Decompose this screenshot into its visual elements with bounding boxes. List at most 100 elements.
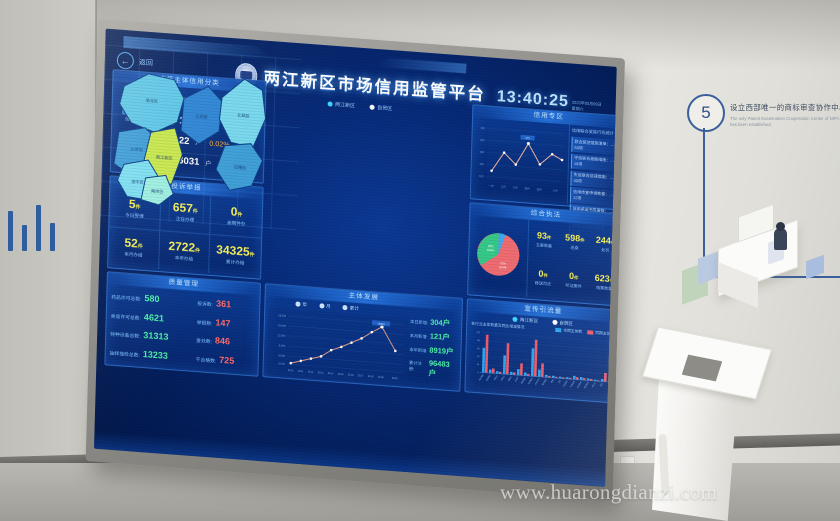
svg-text:六月: 六月 xyxy=(553,188,559,192)
map-region-yubei[interactable] xyxy=(119,72,185,135)
credit-zone-list-item[interactable]: 失信联合惩戒措施：… 49项 xyxy=(570,170,617,190)
dev-stat: 本年新增: 8919户 xyxy=(409,345,454,357)
infographic-number: 5 xyxy=(687,94,725,132)
svg-text:2020: 2020 xyxy=(392,377,398,380)
execution-cell[interactable]: 598件 巡查 xyxy=(565,232,585,251)
execution-cell[interactable]: 623件 结案数量 xyxy=(594,272,615,292)
quality-left-column: 药品许可总数: 580 食品许可总数: 4621 特种设备总数: 31313 抽样抽检… xyxy=(109,287,197,367)
svg-text:金融业: 金融业 xyxy=(506,375,512,382)
legend-total[interactable]: 累计 xyxy=(342,305,359,312)
header-deco-right xyxy=(376,57,466,74)
svg-text:已办结: 已办结 xyxy=(499,265,507,270)
legend-year[interactable]: 年 xyxy=(295,301,307,308)
complaint-cell[interactable]: 52件 本月办结 xyxy=(108,226,160,270)
map-region-banan[interactable] xyxy=(215,141,263,192)
svg-text:2017: 2017 xyxy=(358,374,364,377)
svg-text:房地产: 房地产 xyxy=(513,375,519,382)
industry-bar-chart: 100 80 60 40 20 0 xyxy=(476,332,614,390)
svg-text:四月: 四月 xyxy=(525,186,531,190)
quality-right-column: 投诉数: 361 举报数: 147 查处数: 846 不合格数: 725 xyxy=(195,293,255,371)
svg-text:2019: 2019 xyxy=(378,376,384,379)
watermark: www.huarongdianzi.com xyxy=(500,480,718,504)
panel-industry-flow: 宣传引流量 两江新区 自贸区 各行业主体数量及同比增减情况 本期主体数 同期主体… xyxy=(464,298,617,404)
svg-text:2013: 2013 xyxy=(318,371,324,374)
svg-text:3,000: 3,000 xyxy=(278,361,285,366)
panel-development: 主体发展 年 月 累计 18,000 15,000 12,000 xyxy=(262,283,463,392)
map-region-jiangbei[interactable] xyxy=(180,84,223,145)
legend-month[interactable]: 月 xyxy=(318,303,331,310)
quality-row: 举报数: 147 xyxy=(196,317,231,329)
svg-text:文体娱乐: 文体娱乐 xyxy=(561,379,568,388)
svg-text:一月: 一月 xyxy=(489,184,495,188)
svg-text:交通运输: 交通运输 xyxy=(568,380,575,389)
svg-text:住宿餐饮: 住宿餐饮 xyxy=(484,373,491,382)
svg-text:北碚区: 北碚区 xyxy=(237,112,250,120)
svg-text:租赁服务: 租赁服务 xyxy=(519,376,526,385)
dev-stat: 本月新增: 121户 xyxy=(409,331,450,342)
svg-text:250: 250 xyxy=(480,138,485,142)
wall-isometric-illustration xyxy=(682,196,840,316)
infographic-en-text: The only Patent Examination Cooperation … xyxy=(730,116,840,128)
svg-text:三月: 三月 xyxy=(513,185,519,189)
svg-text:2015: 2015 xyxy=(338,373,344,376)
panel-district-map: 渝北区 江北区 北碚区 沙坪坝 两江新区 渝中区 南岸区 巴南区 xyxy=(100,29,302,233)
development-stats: 本日新增: 304户 本月新增: 121户 本年新增: 8919户 累计注册: 9648… xyxy=(409,315,459,381)
credit-zone-list-item[interactable]: 信用修复申请数量：… 12项 xyxy=(569,187,617,206)
execution-cell[interactable]: 0件 移送司法 xyxy=(534,268,551,287)
svg-text:2018: 2018 xyxy=(368,375,374,378)
svg-text:9,000: 9,000 xyxy=(279,343,286,348)
svg-text:72%: 72% xyxy=(500,261,506,265)
svg-text:二月: 二月 xyxy=(501,184,507,188)
execution-cell[interactable]: 244件 处罚 xyxy=(595,234,616,253)
svg-text:60: 60 xyxy=(477,348,480,350)
quality-row: 药品许可总数: 580 xyxy=(111,293,160,305)
svg-text:巴南区: 巴南区 xyxy=(234,163,247,170)
svg-text:80: 80 xyxy=(477,340,480,342)
svg-text:270: 270 xyxy=(525,137,530,140)
svg-text:水利环境: 水利环境 xyxy=(533,377,540,386)
display-screen: ← 返回 两江新区市场信用监管平台 13:40:25 2020年05月09日 星… xyxy=(93,28,617,487)
svg-text:两江新区: 两江新区 xyxy=(156,154,173,162)
illustration-person xyxy=(774,228,787,250)
execution-pie-chart: 20% 办理中 72% 已办结 xyxy=(477,233,520,276)
svg-text:科技服务: 科技服务 xyxy=(526,377,533,386)
map-region-nanan[interactable] xyxy=(140,174,174,206)
svg-text:采矿业: 采矿业 xyxy=(590,381,596,388)
svg-text:农林牧渔: 农林牧渔 xyxy=(582,381,589,390)
svg-text:100: 100 xyxy=(479,174,484,178)
complaint-cell[interactable]: 34325件 累计办结 xyxy=(216,242,255,266)
wall-mounted-display: ← 返回 两江新区市场信用监管平台 13:40:25 2020年05月09日 星… xyxy=(85,19,625,501)
svg-text:6,000: 6,000 xyxy=(278,353,285,358)
credit-zone-line-chart: 300 250 200 150 100 270 一月 二月 三月 四月 五月 六月 xyxy=(479,126,565,193)
dev-stat: 本日新增: 304户 xyxy=(410,317,451,328)
svg-text:建筑业: 建筑业 xyxy=(499,374,505,381)
credit-zone-list: 信用联合奖惩行为统计 联合奖惩措施清单：… 68项 守信联合激励措施：… 19项… xyxy=(566,124,617,240)
credit-zone-list-item[interactable]: 联合奖惩措施清单：… 68项 xyxy=(571,136,617,156)
illustration-person-head xyxy=(776,222,785,231)
quality-row: 查处数: 846 xyxy=(196,335,231,347)
quality-row: 抽样抽检总数: 13233 xyxy=(109,348,169,361)
execution-cell[interactable]: 0件 听证案件 xyxy=(565,271,582,289)
panel-credit-zone: 信用专区 300 250 200 150 100 xyxy=(469,104,617,240)
illustration-cube xyxy=(806,254,824,280)
execution-cell[interactable]: 93件 立案数量 xyxy=(535,230,553,249)
svg-text:12,000: 12,000 xyxy=(278,333,287,338)
infographic-stem xyxy=(703,128,705,278)
svg-text:批发零售: 批发零售 xyxy=(477,373,484,382)
svg-text:16900: 16900 xyxy=(377,322,385,327)
wall-deco-bars xyxy=(8,205,72,251)
development-line-chart: 18,000 15,000 12,000 9,000 6,000 3,000 16900… xyxy=(266,308,409,383)
svg-text:100: 100 xyxy=(476,332,480,334)
svg-text:2016: 2016 xyxy=(348,373,354,376)
svg-text:0: 0 xyxy=(478,372,480,374)
panel-comprehensive-execution: 综合执法 20% 办理中 72% 已办结 93件 立案数量 598件 巡查 xyxy=(467,202,617,307)
credit-zone-list-item[interactable]: 守信联合激励措施：… 19项 xyxy=(570,153,617,173)
panel-quality-management: 质量管理 药品许可总数: 580 食品许可总数: 4621 特种设备总数: 31313… xyxy=(104,271,261,377)
svg-text:300: 300 xyxy=(480,126,485,130)
svg-text:居民服务: 居民服务 xyxy=(540,378,547,387)
svg-text:200: 200 xyxy=(480,150,485,154)
complaint-cell[interactable]: 2722件 本年办结 xyxy=(158,230,211,273)
map-region-beibei[interactable] xyxy=(218,77,267,149)
svg-text:渝北区: 渝北区 xyxy=(145,97,158,105)
